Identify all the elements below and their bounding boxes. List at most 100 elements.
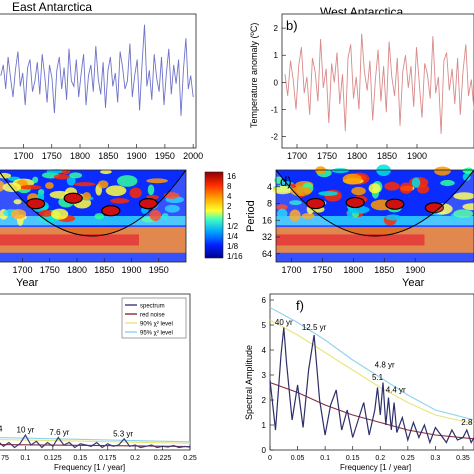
panel-f-xlabel: Frequency [1 / year] [340, 463, 411, 472]
panel-d-label: d) [280, 174, 292, 189]
panel-d-power-blob [440, 179, 455, 187]
colorbar-tick-label: 2 [227, 202, 232, 211]
panel-b-xticks: 1700 1750 1800 1850 1900 [287, 144, 427, 161]
panel-d-power-blob [453, 209, 474, 218]
panel-c-frame [0, 169, 187, 263]
panel-d-xtick-label: 1800 [343, 265, 363, 275]
panel-c-power-blob [97, 180, 109, 189]
panel-a-xtick-label: 1700 [13, 151, 33, 161]
panel-d-frame [275, 169, 474, 263]
panel-c-power-blob [164, 204, 180, 213]
panel-f: f) Spectral Amplitude 40 yr 12.5 yr 4.8 yr… [244, 293, 474, 472]
panel-a-plot [0, 24, 194, 116]
panel-c-power-blob [116, 175, 138, 187]
panel-c-xtick-label: 1950 [149, 265, 169, 275]
panel-f-peak-annotation: 4.8 yr [375, 361, 395, 370]
panel-f-label: f) [296, 298, 304, 313]
panel-c-power-blob [69, 172, 83, 179]
panel-f-ytick-label: 6 [262, 296, 267, 305]
colorbar-tick-label: 1/16 [227, 252, 243, 261]
colorbar-tick-label: 1/2 [227, 222, 239, 231]
panel-c-power-blob [82, 192, 92, 201]
panel-c-power-blob [38, 210, 54, 217]
panel-e-xtick-label: 0.175 [99, 455, 117, 462]
panel-e-xlabel: Frequency [1 / year] [54, 463, 125, 472]
panel-e-xtick-label: 0.1 [21, 455, 31, 462]
panel-d-power-blob [331, 168, 349, 174]
panel-c: 1700 1750 1800 1850 1900 1950 Year 1684211/21… [0, 169, 243, 289]
panel-b: West Antarctica b) Temperature anomaly (… [249, 5, 474, 161]
panel-c-power-blob [66, 176, 76, 186]
panel-f-series-90-level [269, 319, 474, 425]
panel-b-frame [281, 13, 474, 149]
panel-f-plot: 40 yr 12.5 yr 4.8 yr 5.14.4 yr 2.8 [269, 307, 474, 445]
panel-a-frame [0, 13, 197, 149]
panel-f-xtick-label: 0.3 [431, 455, 441, 462]
panel-b-plot [284, 33, 474, 134]
colorbar-tick-label: 1/4 [227, 232, 239, 241]
panel-d-power-blob [342, 173, 362, 185]
panel-c-xticks: 1700 1750 1800 1850 1900 1950 [13, 258, 169, 275]
panel-c-band [0, 234, 139, 246]
panel-f-xtick-label: 0.05 [291, 455, 305, 462]
panel-b-ytick-label: 2 [274, 24, 279, 33]
panel-a-xtick-label: 1750 [42, 151, 62, 161]
panel-c-power-blob [45, 182, 54, 189]
panel-b-xtick-label: 1750 [317, 151, 337, 161]
panel-c-power-blob [50, 208, 69, 220]
panel-d-power-blob [289, 209, 301, 222]
panel-c-significance-contour [63, 192, 83, 204]
panel-c-power-blob [110, 198, 130, 204]
panel-c-power-blob [73, 182, 96, 187]
legend-entry-label: 95% χ² level [140, 331, 173, 337]
panel-b-ytick-label: 0 [274, 78, 279, 87]
panel-a: East Antarctica 1700 1750 1800 1850 1900 1950… [0, 0, 203, 161]
panel-c-significance-contour [101, 205, 121, 217]
panel-c-power-blob [161, 212, 169, 221]
panel-b-ylabel: Temperature anomaly (ºC) [249, 23, 259, 128]
panel-f-ytick-label: 4 [262, 346, 267, 355]
legend-entry-label: spectrum [140, 304, 165, 310]
panel-f-series-95-level [269, 307, 474, 421]
panel-c-power-blob [129, 187, 142, 199]
panel-d-xtick-label: 1900 [405, 265, 425, 275]
panel-e-xtick-label: 0.225 [154, 455, 172, 462]
panel-d-power-blob [274, 176, 284, 184]
panel-d-xtick-label: 1700 [281, 265, 301, 275]
panel-f-ytick-label: 3 [262, 371, 267, 380]
panel-b-ytick-label: -1 [271, 105, 279, 114]
panel-d-power-blob [351, 186, 366, 196]
panel-f-ytick-label: 0 [262, 446, 267, 455]
panel-d-power-blob [411, 177, 421, 188]
panel-f-ytick-label: 5 [262, 321, 267, 330]
panel-d-power-blob [462, 173, 471, 181]
panel-c-xtick-label: 1750 [40, 265, 60, 275]
panel-e-xtick-label: 0.25 [183, 455, 197, 462]
panel-d-cone-of-influence-shade [276, 170, 474, 262]
panel-f-xticks: 0 0.05 0.1 0.15 0.2 0.25 0.3 0.35 [268, 446, 470, 462]
colorbar-tick-label: 1/8 [227, 242, 239, 251]
panel-e-plot: 4 10 yr 7.6 yr 5.3 yr [0, 424, 191, 449]
panel-d-power-blob [301, 213, 315, 220]
legend-entry-label: red noise [140, 313, 165, 319]
panel-d-wavelet-map [272, 164, 474, 262]
panel-d-power-blob [276, 208, 288, 219]
panel-d-cone-of-influence [275, 169, 474, 237]
panel-b-xtick-label: 1850 [377, 151, 397, 161]
panel-c-xtick-label: 1900 [121, 265, 141, 275]
panel-c-cone-of-influence-shade [0, 170, 186, 262]
panel-e-series-95-level [0, 436, 191, 443]
panel-c-power-blob [100, 169, 112, 175]
panel-e-legend: spectrum red noise 90% χ² level 95% χ² leve… [121, 297, 187, 339]
panel-c-power-blob [19, 184, 42, 190]
panel-f-series-spectrum [269, 327, 474, 445]
panel-d-xlabel: Year [402, 277, 425, 289]
panel-b-xtick-label: 1900 [407, 151, 427, 161]
panel-d-band [276, 216, 474, 226]
panel-c-xtick-label: 1700 [13, 265, 33, 275]
panel-c-wavelet-map [0, 169, 187, 262]
panel-d-power-blob [453, 192, 474, 200]
panel-f-ytick-label: 1 [262, 421, 267, 430]
panel-d-significance-contour [385, 198, 405, 210]
